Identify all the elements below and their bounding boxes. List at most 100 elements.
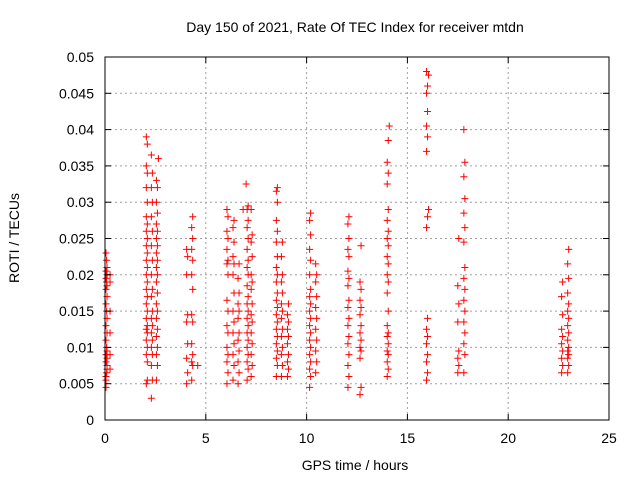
data-point-marker <box>306 322 314 330</box>
data-point-marker <box>565 274 573 282</box>
data-point-marker <box>278 271 286 279</box>
data-point-marker <box>424 133 432 141</box>
data-point-marker <box>306 365 314 373</box>
data-points <box>102 68 573 402</box>
data-point-marker <box>223 343 231 351</box>
data-point-marker <box>384 307 392 315</box>
data-point-marker <box>248 362 256 370</box>
data-point-marker <box>148 169 156 177</box>
data-point-marker <box>424 82 432 90</box>
data-point-marker <box>559 311 567 319</box>
data-point-marker <box>230 238 238 246</box>
y-tick-label: 0.035 <box>59 158 94 174</box>
y-tick-label: 0.015 <box>59 303 94 319</box>
data-point-marker <box>284 333 292 341</box>
data-point-marker <box>283 372 291 380</box>
chart-title: Day 150 of 2021, Rate Of TEC Index for r… <box>186 19 523 35</box>
data-point-marker <box>244 336 252 344</box>
data-point-marker <box>229 351 237 359</box>
data-point-marker <box>229 376 237 384</box>
data-point-marker <box>152 333 160 341</box>
data-point-marker <box>383 253 391 261</box>
data-point-marker <box>307 372 315 380</box>
data-point-marker <box>189 213 197 221</box>
data-point-marker <box>142 133 150 141</box>
data-point-marker <box>223 227 231 235</box>
y-tick-label: 0.045 <box>59 85 94 101</box>
x-tick-label: 20 <box>500 430 516 446</box>
data-point-marker <box>460 296 468 304</box>
data-point-marker <box>455 300 463 308</box>
data-point-marker <box>243 314 251 322</box>
data-point-marker <box>152 278 160 286</box>
data-point-marker <box>357 322 365 330</box>
data-point-marker <box>565 245 573 253</box>
data-point-marker <box>383 235 391 242</box>
data-point-marker <box>423 340 431 348</box>
data-point-marker <box>565 343 573 351</box>
data-point-marker <box>565 362 573 370</box>
data-point-marker <box>223 260 231 268</box>
data-point-marker <box>307 343 315 351</box>
data-point-marker <box>306 271 314 279</box>
data-point-marker <box>142 380 150 388</box>
data-point-marker <box>153 343 161 351</box>
data-point-marker <box>283 340 291 348</box>
data-point-marker <box>461 307 469 315</box>
data-point-marker <box>234 336 242 344</box>
data-point-marker <box>384 136 392 144</box>
data-point-marker <box>247 372 255 380</box>
data-point-marker <box>106 329 114 337</box>
data-point-marker <box>248 253 256 261</box>
data-point-marker <box>423 224 431 232</box>
data-point-marker <box>147 293 155 301</box>
data-point-marker <box>147 213 155 221</box>
data-point-marker <box>356 354 364 362</box>
data-point-marker <box>184 253 192 261</box>
data-point-marker <box>277 314 285 322</box>
data-point-marker <box>307 329 315 337</box>
data-point-marker <box>312 278 320 286</box>
data-point-marker <box>312 347 320 355</box>
data-point-marker <box>383 347 391 355</box>
data-point-marker <box>102 249 110 257</box>
x-tick-label: 15 <box>400 430 416 446</box>
data-point-marker <box>273 318 281 326</box>
data-point-marker <box>223 205 231 213</box>
data-point-marker <box>344 245 352 253</box>
data-point-marker <box>273 184 281 192</box>
data-point-marker <box>272 238 280 246</box>
data-point-marker <box>147 394 155 402</box>
data-point-marker <box>277 278 285 286</box>
data-point-marker <box>247 329 255 337</box>
data-point-marker <box>188 271 196 279</box>
x-axis-title: GPS time / hours <box>302 457 409 473</box>
data-point-marker <box>188 245 196 253</box>
data-point-marker <box>229 224 237 232</box>
data-point-marker <box>307 209 315 217</box>
data-point-marker <box>461 158 469 166</box>
data-point-marker <box>306 245 314 253</box>
data-point-marker <box>153 325 161 333</box>
data-point-marker <box>102 267 110 275</box>
data-point-marker <box>106 351 114 359</box>
data-point-marker <box>356 311 364 319</box>
data-point-marker <box>461 285 469 293</box>
data-point-marker <box>460 340 468 348</box>
data-point-marker <box>234 380 242 388</box>
data-point-marker <box>188 358 196 366</box>
data-point-marker <box>153 227 161 235</box>
data-point-marker <box>142 285 150 293</box>
data-point-marker <box>152 220 160 228</box>
data-point-marker <box>384 260 392 268</box>
data-point-marker <box>152 300 160 308</box>
data-point-marker <box>307 256 315 264</box>
data-point-marker <box>143 278 151 286</box>
data-point-marker <box>307 314 315 322</box>
data-point-marker <box>454 318 462 326</box>
data-point-marker <box>142 162 150 170</box>
data-point-marker <box>142 351 150 359</box>
data-point-marker <box>357 242 365 250</box>
data-point-marker <box>188 224 196 232</box>
data-point-marker <box>423 376 431 384</box>
